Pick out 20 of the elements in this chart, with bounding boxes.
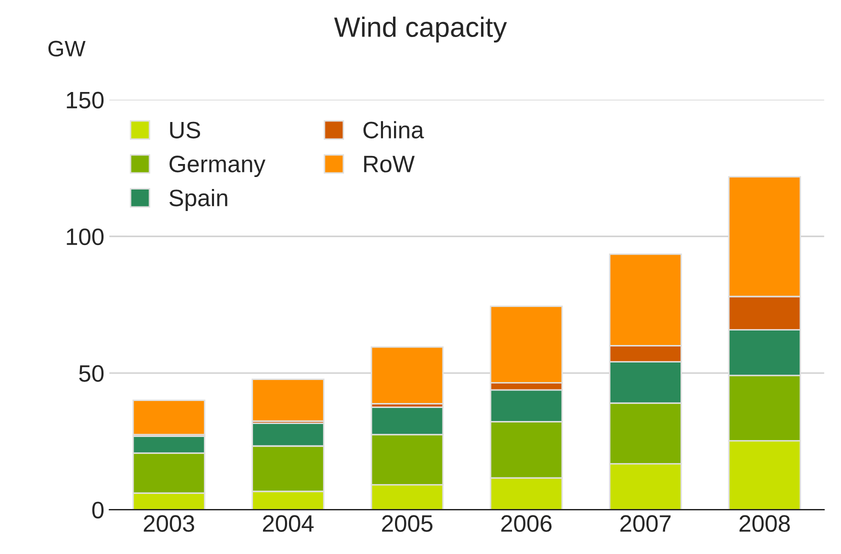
legend-label: China (363, 121, 424, 138)
bar (370, 346, 444, 404)
x-tick-label: 2004 (262, 515, 314, 532)
x-tick-label: 2006 (501, 515, 552, 532)
x-tick-label: 2008 (740, 515, 790, 532)
y-tick-label: 100 (66, 228, 104, 246)
y-tick-label: 50 (79, 365, 104, 382)
y-axis-title: GW (48, 40, 86, 56)
y-tick-label: 150 (66, 92, 104, 109)
x-tick-label: 2005 (382, 515, 432, 532)
x-tick-label: 2007 (620, 515, 671, 532)
bar (132, 400, 206, 436)
legend-label: Spain (169, 188, 228, 211)
legend-label: US (170, 122, 200, 138)
x-tick-label: 2003 (144, 515, 194, 532)
y-tick-label: 0 (92, 502, 104, 518)
legend-label: RoW (364, 156, 415, 172)
bar (252, 378, 324, 422)
chart-title: Wind capacity (334, 16, 507, 43)
legend-label: Germany (170, 156, 266, 178)
